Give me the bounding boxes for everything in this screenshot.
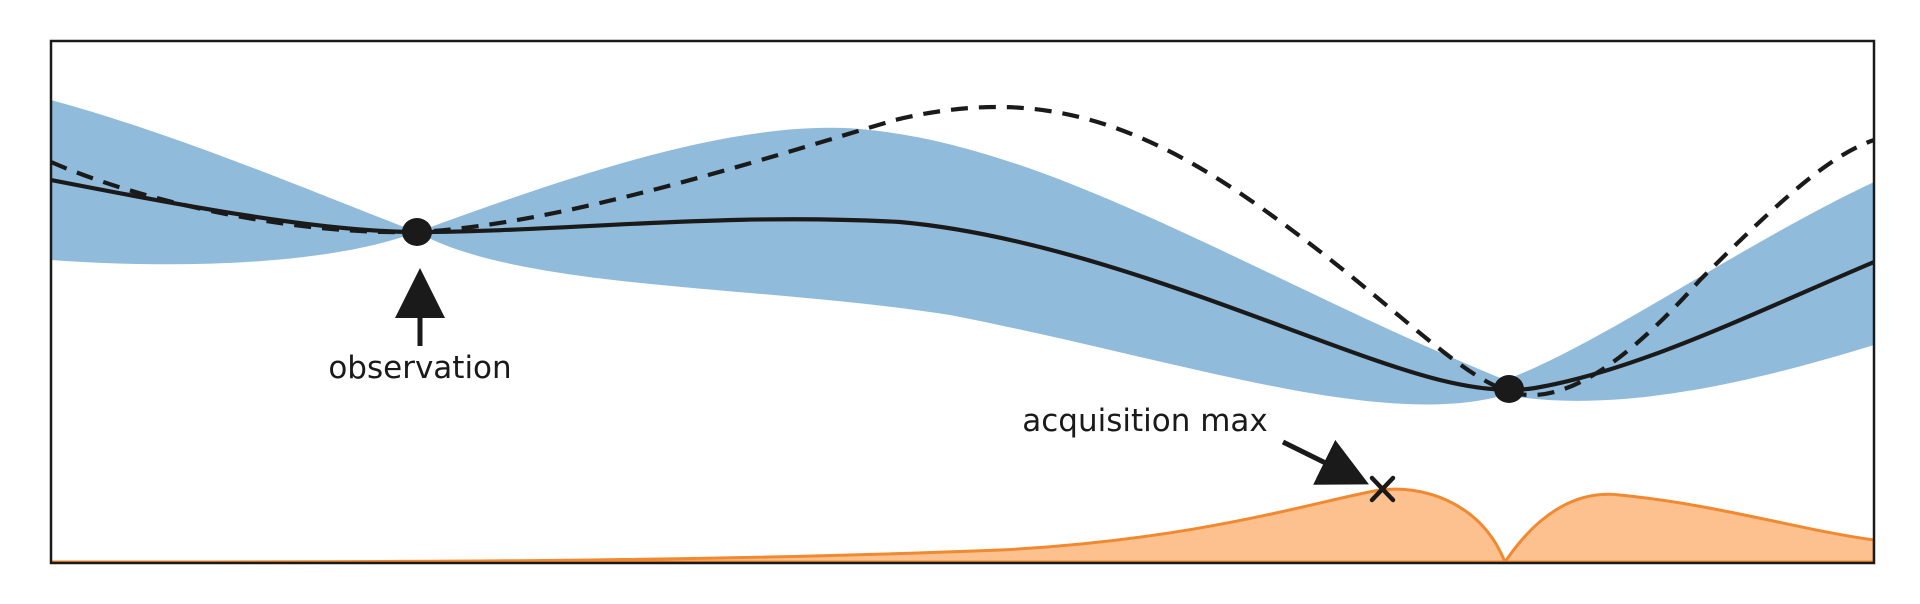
acquisition-max-marker bbox=[1369, 475, 1396, 503]
acquisition-area bbox=[51, 487, 1874, 563]
acquisition-max-arrow bbox=[1281, 439, 1369, 485]
plot-frame bbox=[49, 39, 1876, 565]
observation-point bbox=[1494, 375, 1524, 403]
observation-point bbox=[402, 218, 432, 246]
predicted-mean-line bbox=[51, 177, 1874, 393]
uncertainty-band bbox=[51, 100, 1874, 405]
acquisition-max-label: acquisition max bbox=[1022, 403, 1268, 439]
observation-label: observation bbox=[328, 350, 511, 386]
